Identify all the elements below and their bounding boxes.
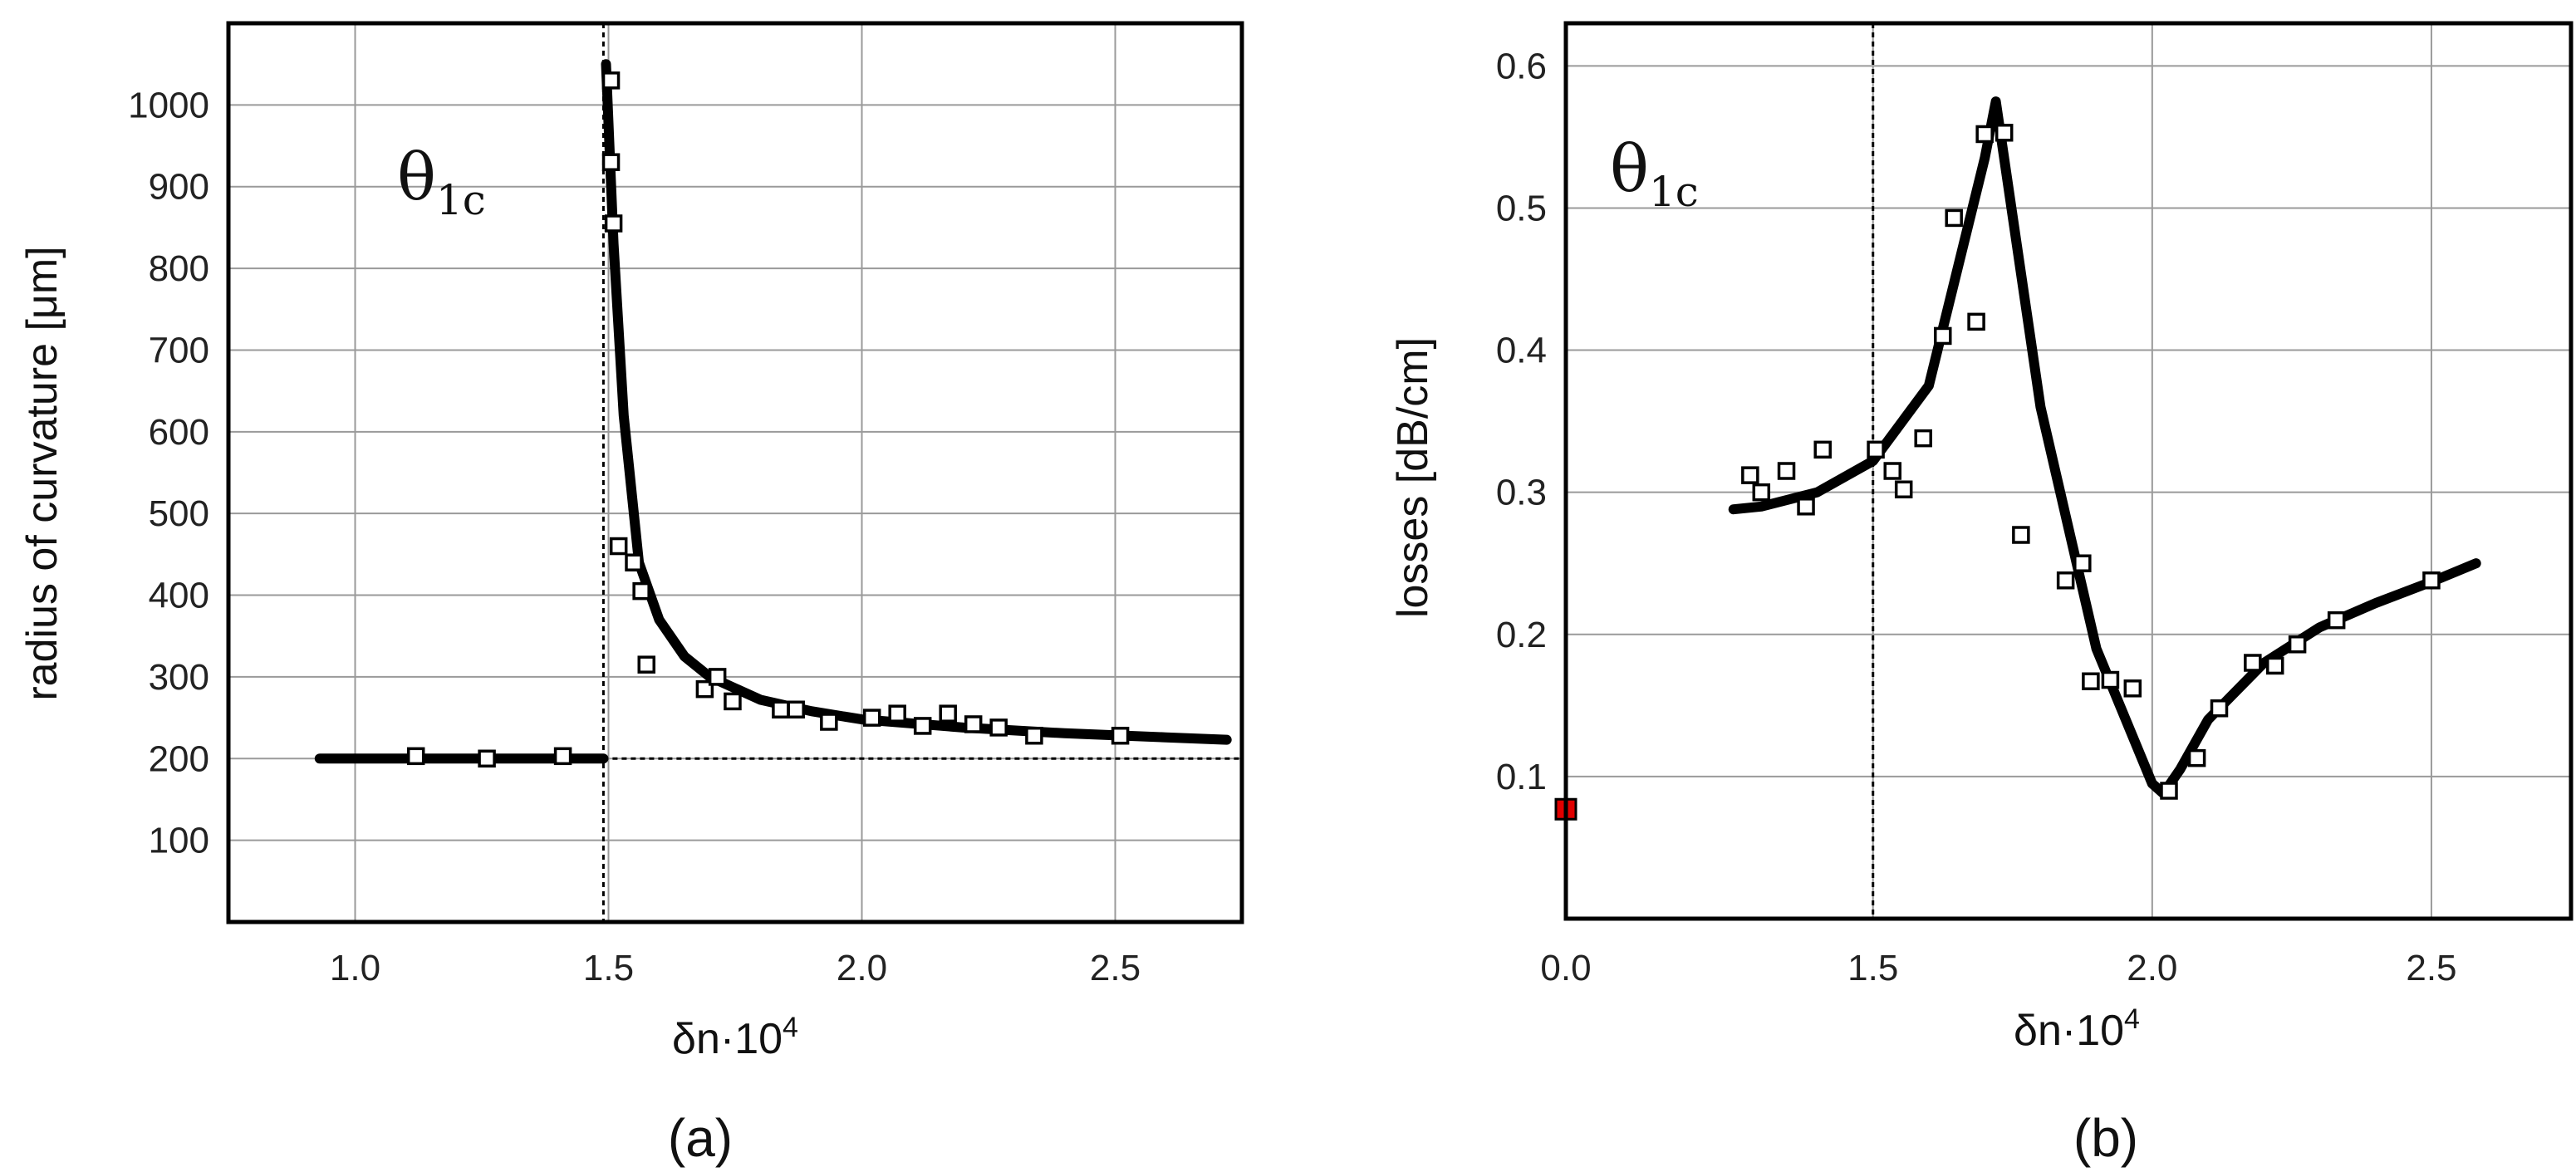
y-tick-label: 1000 — [128, 85, 209, 125]
x-origin-label: 0.0 — [1540, 948, 1591, 988]
data-point — [2265, 656, 2284, 675]
plot-frame-a — [226, 21, 1244, 924]
y-tick-label: 400 — [149, 576, 209, 616]
data-point — [601, 71, 621, 90]
x-tick-label: 2.0 — [2127, 948, 2177, 988]
grid-b — [1566, 23, 2571, 919]
annotation-theta-a: θ1c — [397, 140, 486, 224]
data-point — [2073, 554, 2092, 572]
x-tick-label: 2.5 — [1090, 948, 1141, 988]
data-point — [601, 153, 621, 171]
data-point — [1797, 498, 1815, 516]
data-point — [637, 655, 655, 674]
y-tick-labels-a: 100 200 300 400 500 600 700 800 900 1000 — [128, 85, 209, 861]
y-tick-labels-b: 0.1 0.2 0.3 0.4 0.5 0.6 — [1496, 46, 1547, 797]
y-tick-label: 0.4 — [1496, 331, 1547, 371]
data-point — [888, 704, 906, 723]
data-point — [1995, 124, 2014, 142]
reference-lines-a — [601, 23, 1242, 922]
x-axis-label-a: δn·104 — [672, 1012, 798, 1063]
data-point — [1111, 726, 1130, 745]
data-point — [772, 700, 790, 719]
data-point — [2288, 635, 2307, 654]
y-tick-label: 0.1 — [1496, 757, 1547, 797]
chart-b: 0.1 0.2 0.3 0.4 0.5 0.6 1.5 2.0 2.5 0.0 θ1c loss… — [1389, 21, 2574, 1168]
data-point — [478, 749, 496, 768]
plot-area-b — [1566, 23, 2571, 919]
data-point — [787, 700, 805, 719]
data-point — [406, 747, 425, 766]
x-tick-label: 1.0 — [330, 948, 380, 988]
data-point — [1025, 726, 1043, 745]
y-tick-label: 600 — [149, 412, 209, 453]
y-tick-label: 800 — [149, 248, 209, 289]
y-tick-label: 100 — [149, 821, 209, 861]
data-point — [724, 692, 742, 711]
data-point — [2012, 526, 2030, 544]
data-point — [939, 704, 957, 723]
data-point — [2082, 672, 2100, 690]
y-axis-label-a: radius of curvature [μm] — [18, 246, 66, 700]
x-tick-label: 2.0 — [837, 948, 887, 988]
data-point — [632, 581, 650, 601]
data-points-b — [1554, 124, 2441, 821]
plot-area-a — [228, 23, 1242, 922]
data-point — [609, 537, 628, 556]
data-point — [2422, 571, 2441, 590]
x-tick-label: 1.5 — [583, 948, 634, 988]
data-point — [2123, 679, 2142, 698]
data-point — [1777, 462, 1796, 480]
data-point — [989, 718, 1008, 737]
annotation-theta-b: θ1c — [1610, 132, 1699, 216]
fit-curve-fit-high — [601, 59, 1232, 745]
data-point — [625, 553, 643, 571]
data-point — [964, 715, 983, 733]
panel-label-a: (a) — [668, 1108, 733, 1168]
data-point — [1813, 440, 1832, 459]
data-point — [1975, 125, 1994, 144]
data-point — [2187, 748, 2206, 767]
data-point — [604, 214, 623, 233]
y-tick-label: 200 — [149, 738, 209, 779]
x-axis-label-b: δn·104 — [2014, 1003, 2140, 1055]
panel-label-b: (b) — [2073, 1108, 2138, 1168]
x-tick-labels-a: 1.0 1.5 2.0 2.5 — [330, 948, 1141, 988]
data-point — [553, 747, 572, 766]
chart-a: 100 200 300 400 500 600 700 800 900 1000 1.0 1.5 2.… — [18, 21, 1244, 1168]
x-tick-label: 1.5 — [1847, 948, 1898, 988]
data-point — [862, 709, 881, 727]
data-point — [2327, 611, 2346, 630]
data-point — [1914, 429, 1932, 448]
data-point — [2210, 699, 2229, 718]
x-tick-label: 2.5 — [2406, 948, 2456, 988]
data-point — [1945, 208, 1963, 228]
data-point — [1741, 466, 1759, 484]
data-point — [2056, 571, 2075, 590]
data-point — [1883, 462, 1901, 480]
data-point — [2160, 782, 2178, 800]
data-points-a — [406, 71, 1130, 768]
y-tick-label: 0.6 — [1496, 46, 1547, 86]
data-point — [1867, 440, 1885, 459]
data-point — [913, 717, 932, 735]
plot-frame-b — [1563, 21, 2574, 921]
data-point — [2244, 654, 2262, 672]
data-point — [1752, 483, 1771, 502]
y-tick-label: 0.5 — [1496, 188, 1547, 228]
y-tick-label: 500 — [149, 493, 209, 534]
y-tick-label: 300 — [149, 657, 209, 698]
data-point — [1894, 480, 1913, 498]
data-point — [1934, 326, 1952, 346]
y-tick-label: 0.3 — [1496, 473, 1547, 513]
data-point — [820, 713, 838, 731]
y-tick-label: 900 — [149, 167, 209, 208]
data-point — [708, 668, 727, 686]
y-tick-label: 0.2 — [1496, 615, 1547, 655]
y-tick-label: 700 — [149, 330, 209, 370]
y-axis-label-b: losses [dB/cm] — [1389, 337, 1437, 618]
data-point — [1967, 312, 1985, 331]
x-tick-labels-b: 1.5 2.0 2.5 0.0 — [1540, 948, 2456, 988]
data-point — [2101, 670, 2120, 689]
